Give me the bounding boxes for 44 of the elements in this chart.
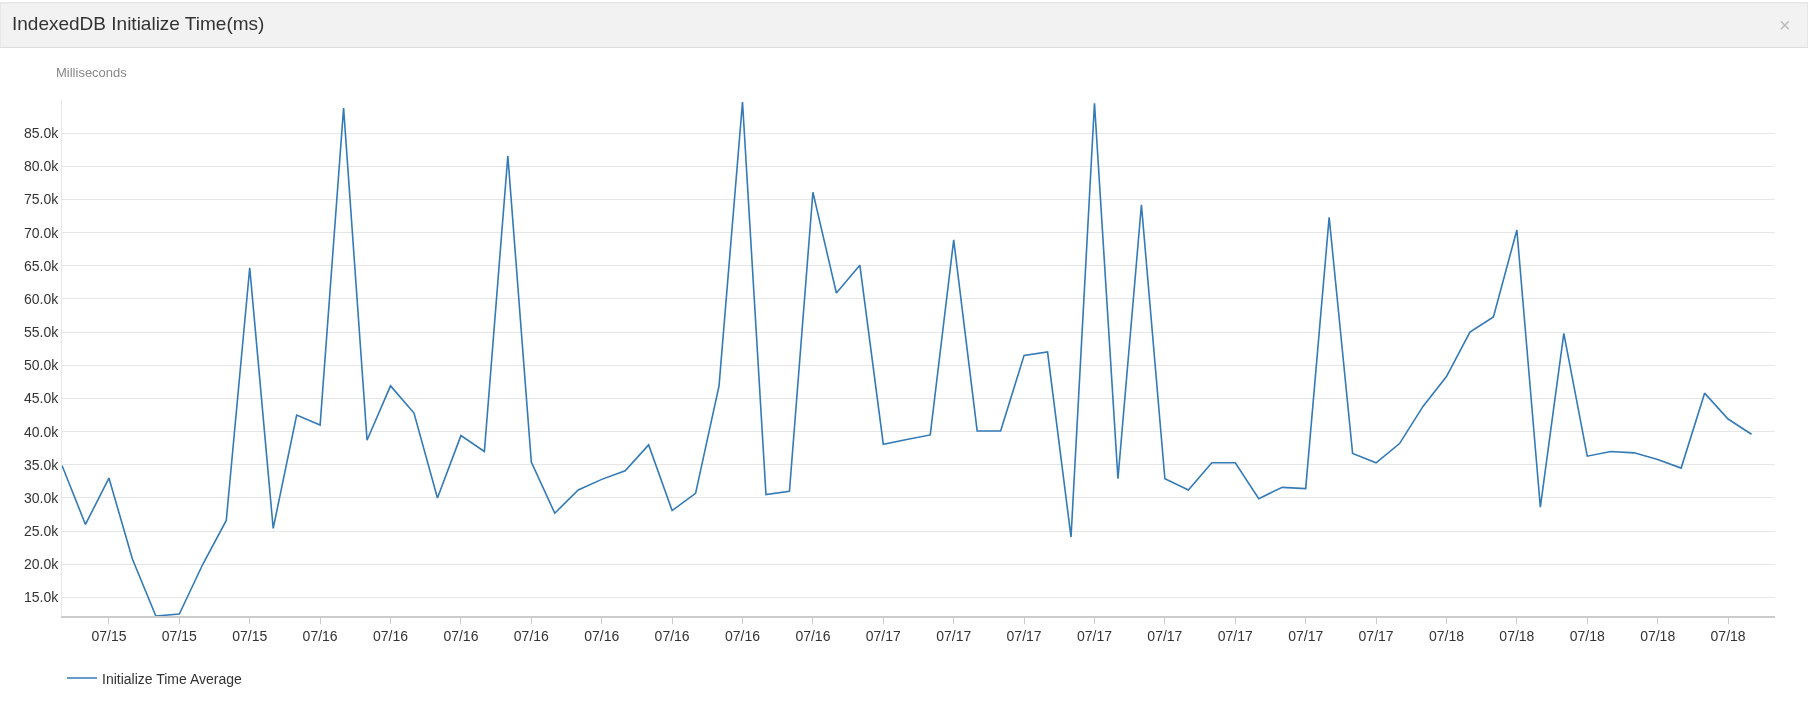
y-tick-label: 25.0k	[23, 523, 60, 540]
x-tick-label: 07/17	[1358, 627, 1394, 644]
x-tick-label: 07/16	[373, 627, 409, 644]
x-tick-label: 07/16	[302, 627, 338, 644]
x-tick-label: 07/16	[443, 627, 479, 644]
y-tick-label: 40.0k	[23, 423, 60, 440]
legend-label: Initialize Time Average	[102, 670, 243, 687]
y-tick-label: 80.0k	[23, 158, 60, 175]
x-tick-label: 07/18	[1640, 627, 1676, 644]
y-tick-label: 35.0k	[23, 456, 60, 473]
x-tick-label: 07/18	[1569, 627, 1605, 644]
y-tick-label: 65.0k	[23, 257, 60, 274]
x-tick-label: 07/17	[1147, 627, 1183, 644]
y-tick-label: 60.0k	[23, 290, 60, 307]
x-tick-label: 07/17	[1288, 627, 1324, 644]
x-tick-label: 07/17	[936, 627, 972, 644]
x-tick-label: 07/17	[865, 627, 902, 644]
y-tick-label: 15.0k	[23, 589, 60, 606]
x-tick-label: 07/16	[795, 627, 831, 644]
y-tick-label: 20.0k	[23, 556, 60, 573]
x-tick-label: 07/17	[1076, 627, 1113, 644]
y-tick-label: 50.0k	[23, 357, 60, 374]
y-tick-label: 55.0k	[23, 324, 60, 341]
text: ×	[1779, 14, 1791, 36]
x-tick-label: 07/15	[91, 627, 127, 644]
y-tick-label: 85.0k	[23, 125, 60, 142]
x-tick-label: 07/15	[232, 627, 268, 644]
x-tick-label: 07/17	[1006, 627, 1042, 644]
x-tick-label: 07/18	[1499, 627, 1535, 644]
y-axis-title: Milliseconds	[56, 65, 128, 80]
x-tick-label: 07/16	[724, 627, 761, 644]
x-tick-label: 07/18	[1428, 627, 1465, 644]
y-tick-label: 30.0k	[23, 489, 60, 506]
chart-title: IndexedDB Initialize Time(ms)	[12, 12, 265, 34]
y-tick-label: 70.0k	[23, 224, 60, 241]
x-tick-label: 07/16	[584, 627, 620, 644]
x-tick-label: 07/15	[161, 627, 198, 644]
x-tick-label: 07/18	[1710, 627, 1746, 644]
y-tick-label: 75.0k	[23, 191, 60, 208]
line-series	[62, 101, 1753, 616]
x-tick-label: 07/16	[654, 627, 690, 644]
y-tick-label: 45.0k	[23, 390, 60, 407]
x-tick-label: 07/17	[1217, 627, 1254, 644]
x-tick-label: 07/16	[513, 627, 550, 644]
